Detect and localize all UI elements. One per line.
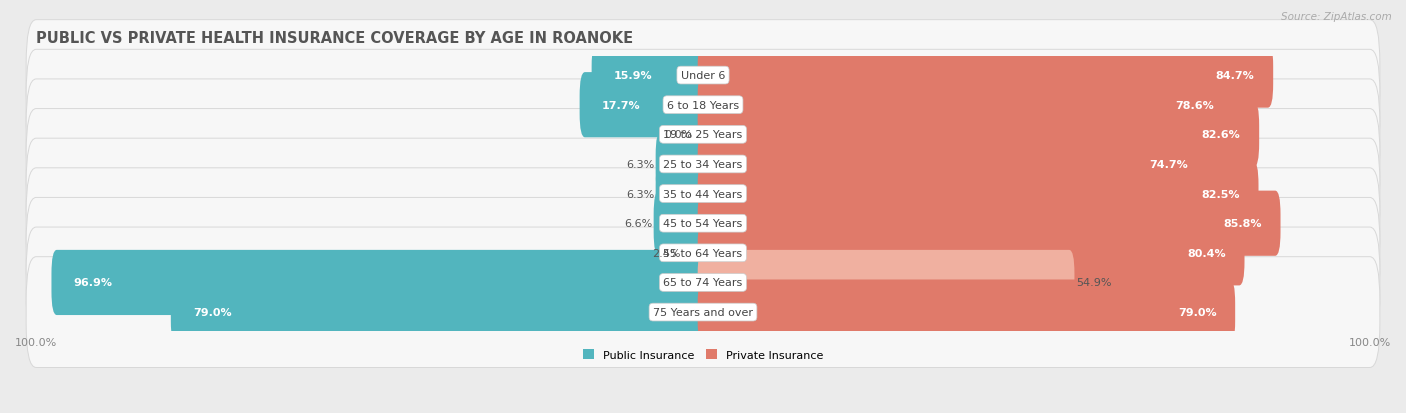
- FancyBboxPatch shape: [697, 73, 1233, 138]
- Text: 2.4%: 2.4%: [652, 248, 681, 258]
- Text: 85.8%: 85.8%: [1223, 218, 1261, 229]
- FancyBboxPatch shape: [172, 280, 709, 345]
- Text: 96.9%: 96.9%: [73, 278, 112, 288]
- FancyBboxPatch shape: [27, 80, 1379, 190]
- Text: 82.5%: 82.5%: [1201, 189, 1240, 199]
- Text: 45 to 54 Years: 45 to 54 Years: [664, 218, 742, 229]
- FancyBboxPatch shape: [697, 161, 1258, 227]
- FancyBboxPatch shape: [697, 280, 1234, 345]
- Text: 35 to 44 Years: 35 to 44 Years: [664, 189, 742, 199]
- Text: 15.9%: 15.9%: [613, 71, 652, 81]
- Text: 25 to 34 Years: 25 to 34 Years: [664, 159, 742, 170]
- FancyBboxPatch shape: [27, 169, 1379, 279]
- Text: 79.0%: 79.0%: [1178, 307, 1216, 317]
- Text: 55 to 64 Years: 55 to 64 Years: [664, 248, 742, 258]
- Legend: Public Insurance, Private Insurance: Public Insurance, Private Insurance: [579, 345, 827, 365]
- FancyBboxPatch shape: [27, 21, 1379, 131]
- Text: 0.0%: 0.0%: [665, 130, 693, 140]
- Text: 54.9%: 54.9%: [1076, 278, 1111, 288]
- FancyBboxPatch shape: [697, 132, 1206, 197]
- Text: 6.3%: 6.3%: [626, 189, 654, 199]
- Text: 6.3%: 6.3%: [626, 159, 654, 170]
- FancyBboxPatch shape: [27, 228, 1379, 338]
- Text: 6.6%: 6.6%: [624, 218, 652, 229]
- FancyBboxPatch shape: [697, 43, 1274, 108]
- FancyBboxPatch shape: [592, 43, 709, 108]
- FancyBboxPatch shape: [654, 191, 709, 256]
- Text: Source: ZipAtlas.com: Source: ZipAtlas.com: [1281, 12, 1392, 22]
- Text: 74.7%: 74.7%: [1149, 159, 1188, 170]
- FancyBboxPatch shape: [52, 250, 709, 315]
- Text: 84.7%: 84.7%: [1216, 71, 1254, 81]
- Text: 6 to 18 Years: 6 to 18 Years: [666, 100, 740, 110]
- FancyBboxPatch shape: [697, 250, 1074, 315]
- Text: 65 to 74 Years: 65 to 74 Years: [664, 278, 742, 288]
- Text: 82.6%: 82.6%: [1202, 130, 1240, 140]
- Text: 75 Years and over: 75 Years and over: [652, 307, 754, 317]
- FancyBboxPatch shape: [682, 221, 709, 286]
- FancyBboxPatch shape: [655, 132, 709, 197]
- Text: 17.7%: 17.7%: [602, 100, 640, 110]
- Text: PUBLIC VS PRIVATE HEALTH INSURANCE COVERAGE BY AGE IN ROANOKE: PUBLIC VS PRIVATE HEALTH INSURANCE COVER…: [37, 31, 633, 46]
- FancyBboxPatch shape: [579, 73, 709, 138]
- FancyBboxPatch shape: [655, 161, 709, 227]
- Text: 78.6%: 78.6%: [1175, 100, 1213, 110]
- FancyBboxPatch shape: [697, 102, 1260, 168]
- FancyBboxPatch shape: [697, 191, 1281, 256]
- FancyBboxPatch shape: [27, 257, 1379, 368]
- FancyBboxPatch shape: [27, 109, 1379, 220]
- Text: 79.0%: 79.0%: [193, 307, 232, 317]
- Text: 80.4%: 80.4%: [1187, 248, 1226, 258]
- Text: Under 6: Under 6: [681, 71, 725, 81]
- FancyBboxPatch shape: [27, 139, 1379, 249]
- FancyBboxPatch shape: [27, 198, 1379, 309]
- FancyBboxPatch shape: [697, 221, 1244, 286]
- Text: 19 to 25 Years: 19 to 25 Years: [664, 130, 742, 140]
- FancyBboxPatch shape: [27, 50, 1379, 161]
